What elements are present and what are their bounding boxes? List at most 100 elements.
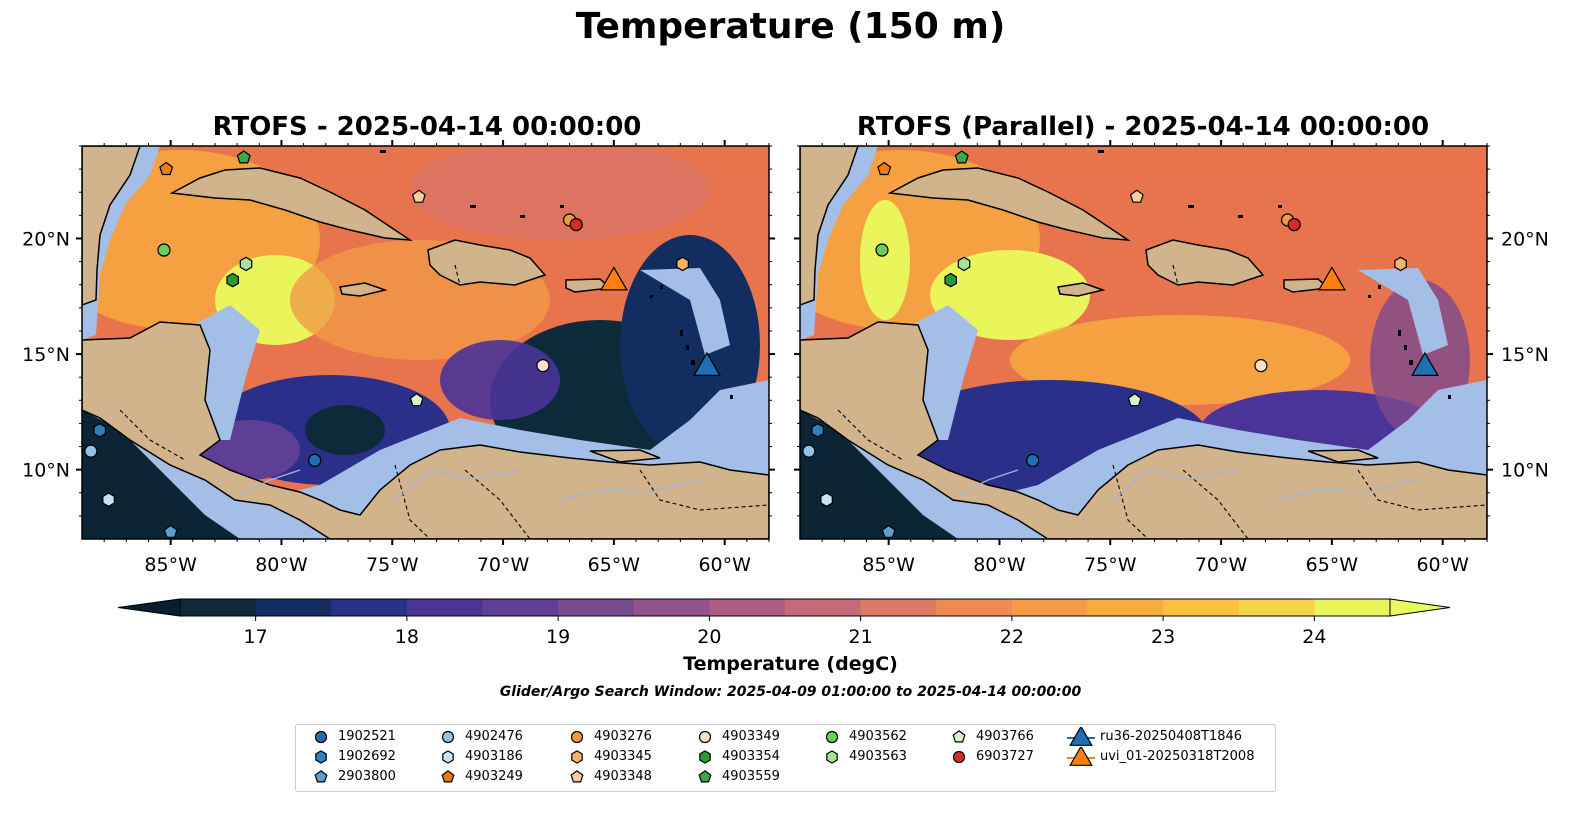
marker-4903349 xyxy=(1254,359,1268,373)
legend-marker-icon xyxy=(825,730,839,744)
marker-ru36-20250408T1846 xyxy=(1410,351,1439,376)
axis-ticks xyxy=(76,140,1493,545)
colorbar-segment xyxy=(180,599,257,616)
legend-label: ru36-20250408T1846 xyxy=(1100,729,1243,744)
legend-marker-icon xyxy=(699,750,711,764)
colorbar-segment xyxy=(558,599,635,616)
lat-tick-label: 10°N xyxy=(22,460,70,482)
marker-4903348 xyxy=(411,189,426,203)
colorbar: 17 18 19 20 21 22 23 24 xyxy=(117,598,1451,648)
lon-tick-label: 65°W xyxy=(1306,554,1359,576)
marker-ru36-20250408T1846 xyxy=(692,351,721,376)
marker-2903800 xyxy=(163,524,178,539)
legend-marker-icon xyxy=(314,730,328,744)
legend-marker-icon xyxy=(570,770,584,783)
lat-tick-label: 20°N xyxy=(1501,228,1549,250)
legend-label: 1902521 xyxy=(338,729,396,744)
lon-tick-label: 70°W xyxy=(1195,554,1248,576)
legend-marker-icon xyxy=(570,730,584,744)
colorbar-tick-label: 18 xyxy=(395,626,419,648)
marker-4903186 xyxy=(102,492,115,507)
lat-tick-label: 20°N xyxy=(22,228,70,250)
figure-title: Temperature (150 m) xyxy=(575,6,1006,47)
legend-label: 4903186 xyxy=(465,749,523,764)
marker-4903766 xyxy=(409,392,424,407)
lon-tick-label: 60°W xyxy=(1416,554,1469,576)
colorbar-segment xyxy=(255,599,332,616)
marker-uvi_01-20250318T2008 xyxy=(599,266,628,291)
marker-4903562 xyxy=(875,243,889,257)
marker-4903562 xyxy=(157,243,171,257)
marker-1902692 xyxy=(93,423,107,438)
colorbar-segment xyxy=(936,599,1013,616)
colorbar-segment xyxy=(1314,599,1391,616)
marker-4903354 xyxy=(944,272,958,288)
legend-label: 2903800 xyxy=(338,769,396,784)
marker-4903559 xyxy=(236,150,251,164)
legend-marker-icon xyxy=(952,750,966,764)
lat-tick-label: 15°N xyxy=(1501,344,1549,366)
colorbar-segment xyxy=(406,599,483,616)
observation-markers xyxy=(84,150,1439,539)
colorbar-segment xyxy=(785,599,862,616)
colorbar-extend-low xyxy=(117,598,181,617)
marker-4902476 xyxy=(84,444,98,458)
colorbar-segment xyxy=(860,599,937,616)
legend-marker-icon xyxy=(1069,727,1093,746)
colorbar-segment xyxy=(482,599,559,616)
legend-marker-icon xyxy=(441,770,455,783)
marker-6903727 xyxy=(1287,218,1301,232)
map-panel-rtofs xyxy=(82,146,769,539)
lon-tick-label: 65°W xyxy=(588,554,641,576)
lon-tick-label: 75°W xyxy=(1084,554,1137,576)
legend-marker-icon xyxy=(314,770,328,783)
legend: 1902521 1902692 2903800 4902476 4903186 49032… xyxy=(295,724,1276,792)
colorbar-tick-label: 20 xyxy=(697,626,721,648)
colorbar-segment xyxy=(1163,599,1240,616)
legend-marker-icon xyxy=(826,750,838,764)
legend-label: 4902476 xyxy=(465,729,523,744)
legend-label: 4903559 xyxy=(722,769,780,784)
marker-1902692 xyxy=(811,423,825,438)
legend-label: 4903354 xyxy=(722,749,780,764)
legend-label: 4903348 xyxy=(594,769,652,784)
lon-tick-label: 75°W xyxy=(366,554,419,576)
legend-label: 4903766 xyxy=(976,729,1034,744)
marker-4903563 xyxy=(957,256,971,272)
legend-marker-icon xyxy=(952,730,966,743)
panel-title-rtofs-parallel: RTOFS (Parallel) - 2025-04-14 00:00:00 xyxy=(856,112,1430,142)
legend-marker-icon xyxy=(315,750,327,764)
legend-label: uvi_01-20250318T2008 xyxy=(1100,749,1255,764)
marker-4903345 xyxy=(676,256,689,272)
marker-4903559 xyxy=(954,150,969,164)
marker-2903800 xyxy=(881,524,896,539)
colorbar-segment xyxy=(331,599,408,616)
marker-4903345 xyxy=(1394,256,1407,272)
panel-title-rtofs: RTOFS - 2025-04-14 00:00:00 xyxy=(212,112,642,142)
lon-tick-label: 80°W xyxy=(255,554,308,576)
marker-uvi_01-20250318T2008 xyxy=(1317,266,1346,291)
colorbar-segment xyxy=(1238,599,1315,616)
lon-tick-label: 80°W xyxy=(973,554,1026,576)
lon-tick-label: 85°W xyxy=(144,554,197,576)
legend-marker-icon xyxy=(571,750,583,764)
legend-label: 4903345 xyxy=(594,749,652,764)
legend-marker-icon xyxy=(442,750,454,764)
map-panel-rtofs-parallel xyxy=(800,146,1487,539)
legend-label: 4903563 xyxy=(849,749,907,764)
colorbar-segment xyxy=(633,599,710,616)
lat-tick-label: 15°N xyxy=(22,344,70,366)
legend-label: 4903562 xyxy=(849,729,907,744)
colorbar-extend-high xyxy=(1389,598,1451,617)
marker-4903348 xyxy=(1129,189,1144,203)
marker-4903354 xyxy=(226,272,239,288)
legend-label: 4903349 xyxy=(722,729,780,744)
legend-label: 1902692 xyxy=(338,749,396,764)
colorbar-tick-label: 21 xyxy=(849,626,873,648)
marker-6903727 xyxy=(569,218,583,232)
marker-4903186 xyxy=(820,492,833,507)
colorbar-segment xyxy=(1087,599,1164,616)
legend-marker-icon xyxy=(1069,747,1093,766)
marker-1902521 xyxy=(1026,453,1040,467)
lat-tick-label: 10°N xyxy=(1501,460,1549,482)
